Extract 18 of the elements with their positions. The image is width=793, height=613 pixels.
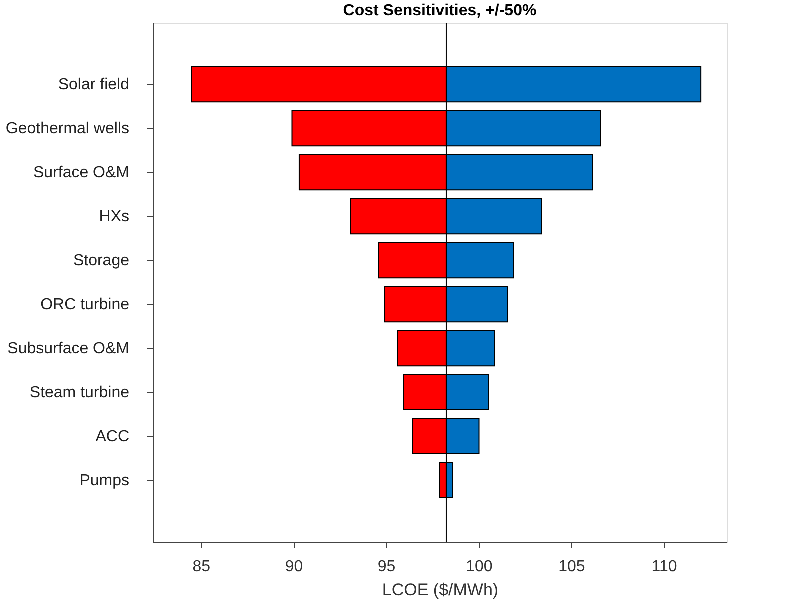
x-tick-label: 85 [192,558,211,576]
y-tick-label: HXs [99,208,130,226]
x-tick-label: 100 [466,558,493,576]
x-tick-label: 95 [378,558,396,576]
y-tick-label: Surface O&M [33,164,130,182]
x-tick-label: 105 [558,558,586,576]
y-tick-label: Storage [73,252,130,270]
y-tick-label: Steam turbine [30,384,130,402]
y-tick-label: Geothermal wells [6,120,130,138]
x-axis-title: LCOE ($/MWh) [382,580,499,600]
x-tick-label: 90 [285,558,304,576]
y-tick-label: ACC [96,428,130,446]
y-tick-label: Solar field [58,76,130,94]
chart-title: Cost Sensitivities, +/-50% [343,2,537,20]
y-tick-label: Pumps [80,472,130,490]
x-tick-label: 110 [652,558,678,576]
y-tick-label: ORC turbine [40,296,130,314]
y-tick-label: Subsurface O&M [8,340,130,358]
